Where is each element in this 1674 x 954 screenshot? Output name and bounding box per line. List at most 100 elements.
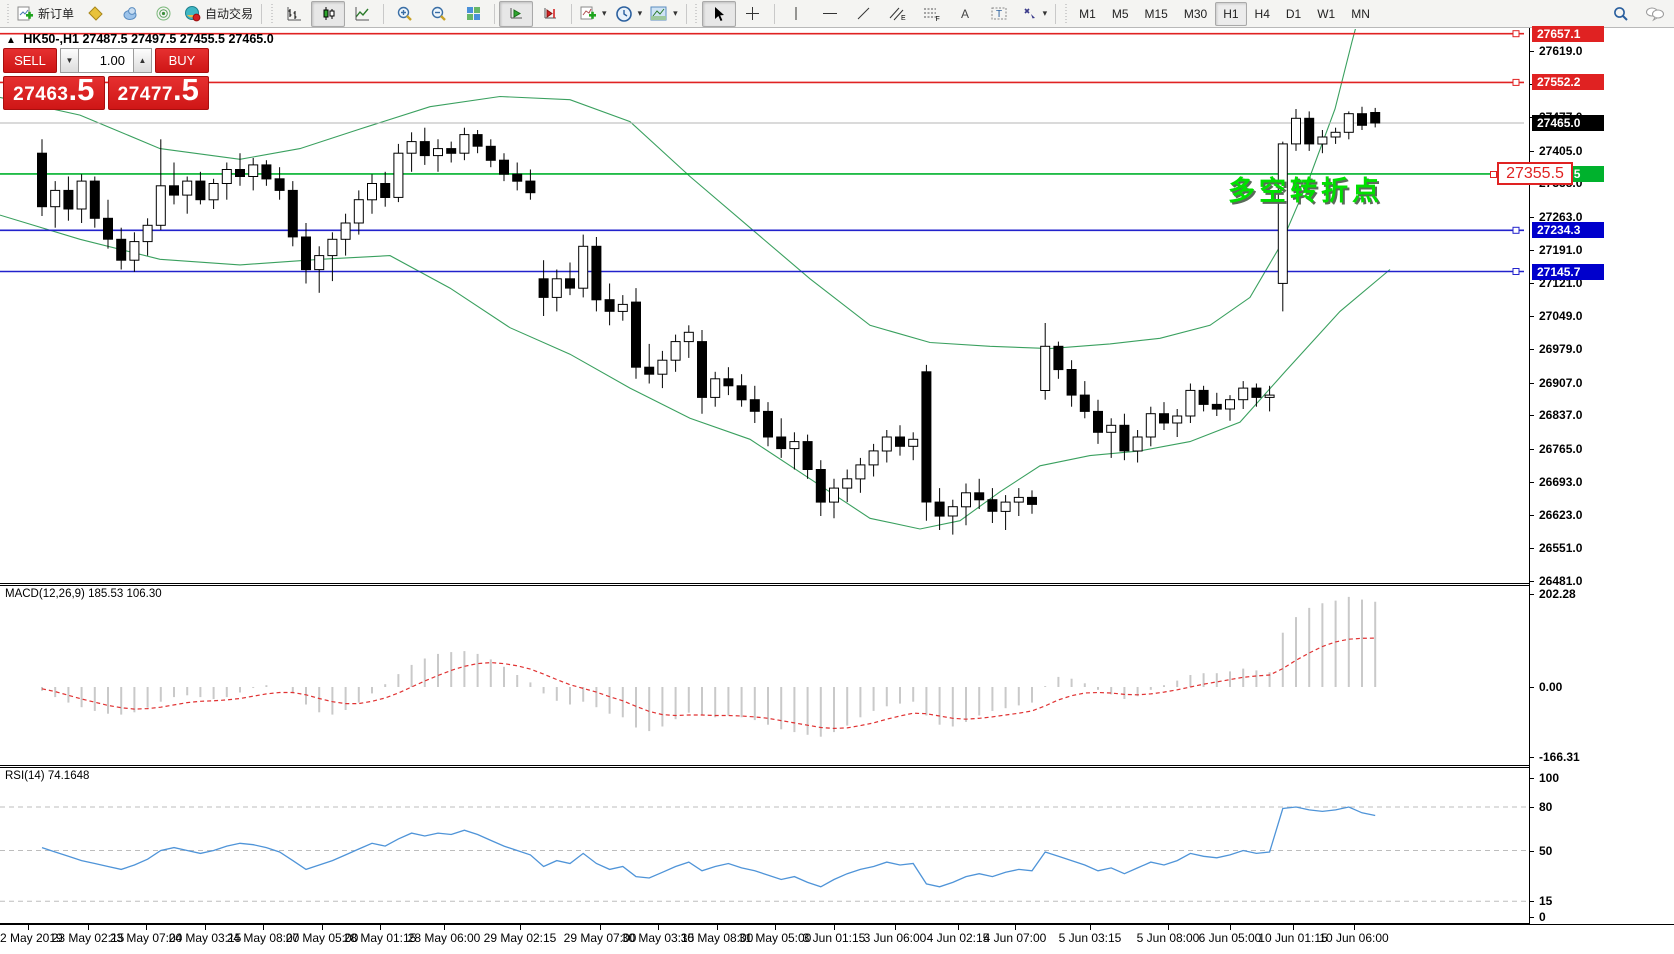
line-chart-button[interactable] <box>345 1 379 27</box>
axis-tick <box>1530 349 1534 351</box>
autotrade-button[interactable]: 自动交易 <box>180 1 257 27</box>
zoom-in-button[interactable] <box>388 1 422 27</box>
horizontal-line-button[interactable] <box>813 1 847 27</box>
chart-annotation-text[interactable]: 多空转折点 <box>1228 176 1383 206</box>
toolbar-drag-handle[interactable] <box>269 3 275 24</box>
candle <box>248 157 259 191</box>
pane-separator[interactable] <box>0 585 1674 586</box>
bar-chart-button[interactable] <box>277 1 311 27</box>
rsi-tick-label: 80 <box>1539 800 1553 814</box>
timeframe-button-m1[interactable]: M1 <box>1079 6 1096 21</box>
arrows-button[interactable]: ▾ <box>1017 1 1052 27</box>
periods-clock-icon <box>615 5 633 23</box>
price-tick-label: 26765.0 <box>1539 441 1583 456</box>
price-callout-label[interactable]: 27355.5 <box>1497 162 1573 185</box>
indicators-button[interactable]: ▾ <box>576 1 611 27</box>
cursor-button[interactable] <box>701 0 736 27</box>
search-button[interactable] <box>1604 1 1638 27</box>
buy-price-frac: .5 <box>172 72 199 107</box>
volume-input[interactable]: 1.00 <box>79 48 133 73</box>
chat-button[interactable] <box>1638 1 1672 27</box>
candle <box>353 190 364 235</box>
auto-scroll-button[interactable] <box>499 0 534 27</box>
crosshair-button[interactable] <box>736 1 770 27</box>
time-axis-label: 29 May 07:00 <box>563 931 637 945</box>
candle <box>314 246 325 293</box>
time-axis-label: 23 May 02:15 <box>51 931 125 945</box>
pane-separator[interactable] <box>0 767 1674 768</box>
candle <box>169 162 179 205</box>
sell-button[interactable]: SELL <box>3 48 57 73</box>
volume-decrease-button[interactable]: ▼ <box>60 48 79 73</box>
axis-tick <box>1530 316 1534 318</box>
timeframe-button-h4[interactable]: H4 <box>1254 6 1270 21</box>
buy-price-button[interactable]: 27477 .5 <box>107 72 209 110</box>
rsi-label: RSI(14) 74.1648 <box>5 770 90 782</box>
toolbar-drag-handle[interactable] <box>693 3 699 24</box>
chart-shift-button[interactable] <box>533 1 567 27</box>
periods-button[interactable]: ▾ <box>611 1 647 27</box>
axis-tick <box>1530 415 1534 417</box>
callout-anchor-square[interactable] <box>1490 171 1497 178</box>
timeframe-button-d1[interactable]: D1 <box>1285 6 1302 21</box>
candle <box>1225 395 1235 421</box>
price-tick-label: 27405.0 <box>1539 143 1583 158</box>
tile-windows-button[interactable] <box>456 1 490 27</box>
timeframe-button-mn[interactable]: MN <box>1351 6 1370 21</box>
candle <box>895 425 905 456</box>
pane-separator[interactable] <box>0 583 1674 584</box>
candle <box>76 174 87 223</box>
styler-button[interactable] <box>78 1 112 27</box>
text-label-button[interactable]: T <box>983 1 1017 27</box>
signals-button[interactable] <box>146 1 180 27</box>
timeframe-button-w1[interactable]: W1 <box>1317 6 1336 21</box>
candle <box>776 418 787 458</box>
time-axis[interactable]: 22 May 2019 23 May 02:15 23 May 07:00 24 Ma… <box>0 925 1674 954</box>
macd-tick-label: 202.28 <box>1539 586 1576 601</box>
axis-tick <box>1530 482 1534 484</box>
symbol-period-label: HK50-,H1 <box>23 32 79 46</box>
time-tick <box>146 925 147 930</box>
timeframe-button-m30[interactable]: M30 <box>1183 6 1208 21</box>
candle <box>815 460 826 516</box>
candle <box>683 325 694 358</box>
trendline-button[interactable] <box>847 1 881 27</box>
pane-separator[interactable] <box>0 765 1674 766</box>
axis-tick <box>1530 917 1534 918</box>
sell-price-button[interactable]: 27463 .5 <box>3 74 105 110</box>
timeframe-button-h1[interactable]: H1 <box>1215 1 1247 26</box>
time-tick <box>600 925 601 930</box>
time-tick <box>520 925 521 930</box>
one-click-trading-panel: SELL ▼ 1.00 ▲ BUY 27463 .5 27477 .5 <box>3 48 209 110</box>
candle <box>1159 402 1169 430</box>
time-tick <box>1293 925 1294 930</box>
candle <box>327 232 338 282</box>
candle <box>182 176 193 214</box>
timeframe-button-m5[interactable]: M5 <box>1111 6 1129 21</box>
text-button[interactable]: A <box>949 1 983 27</box>
time-axis-label: 3 Jun 06:00 <box>863 931 927 945</box>
toolbar-drag-handle[interactable] <box>1063 3 1069 24</box>
horizontal-line-icon <box>821 5 839 22</box>
candle <box>921 364 932 521</box>
candle <box>1093 399 1103 444</box>
equidistant-channel-button[interactable]: E <box>881 1 915 27</box>
zoom-out-button[interactable] <box>422 1 456 27</box>
fibonacci-button[interactable]: F <box>915 1 949 27</box>
vertical-line-button[interactable] <box>779 1 813 27</box>
buy-button[interactable]: BUY <box>155 48 209 73</box>
new-order-button[interactable]: 新订单 <box>13 1 78 27</box>
time-tick <box>1230 925 1231 930</box>
one-click-toggle-icon[interactable]: ▲ <box>6 35 16 46</box>
market-button[interactable] <box>112 1 146 27</box>
volume-increase-button[interactable]: ▲ <box>133 48 152 73</box>
templates-button[interactable]: ▾ <box>646 1 682 27</box>
chart-plot-area[interactable] <box>0 0 1529 954</box>
toolbar-drag-handle[interactable] <box>5 3 10 24</box>
ohlc-close: 27465.0 <box>228 32 274 46</box>
candlestick-chart-button[interactable] <box>311 0 346 27</box>
axis-tick <box>1530 850 1534 852</box>
timeframe-button-m15[interactable]: M15 <box>1144 6 1168 21</box>
candle <box>987 488 998 523</box>
candle <box>1053 341 1064 379</box>
